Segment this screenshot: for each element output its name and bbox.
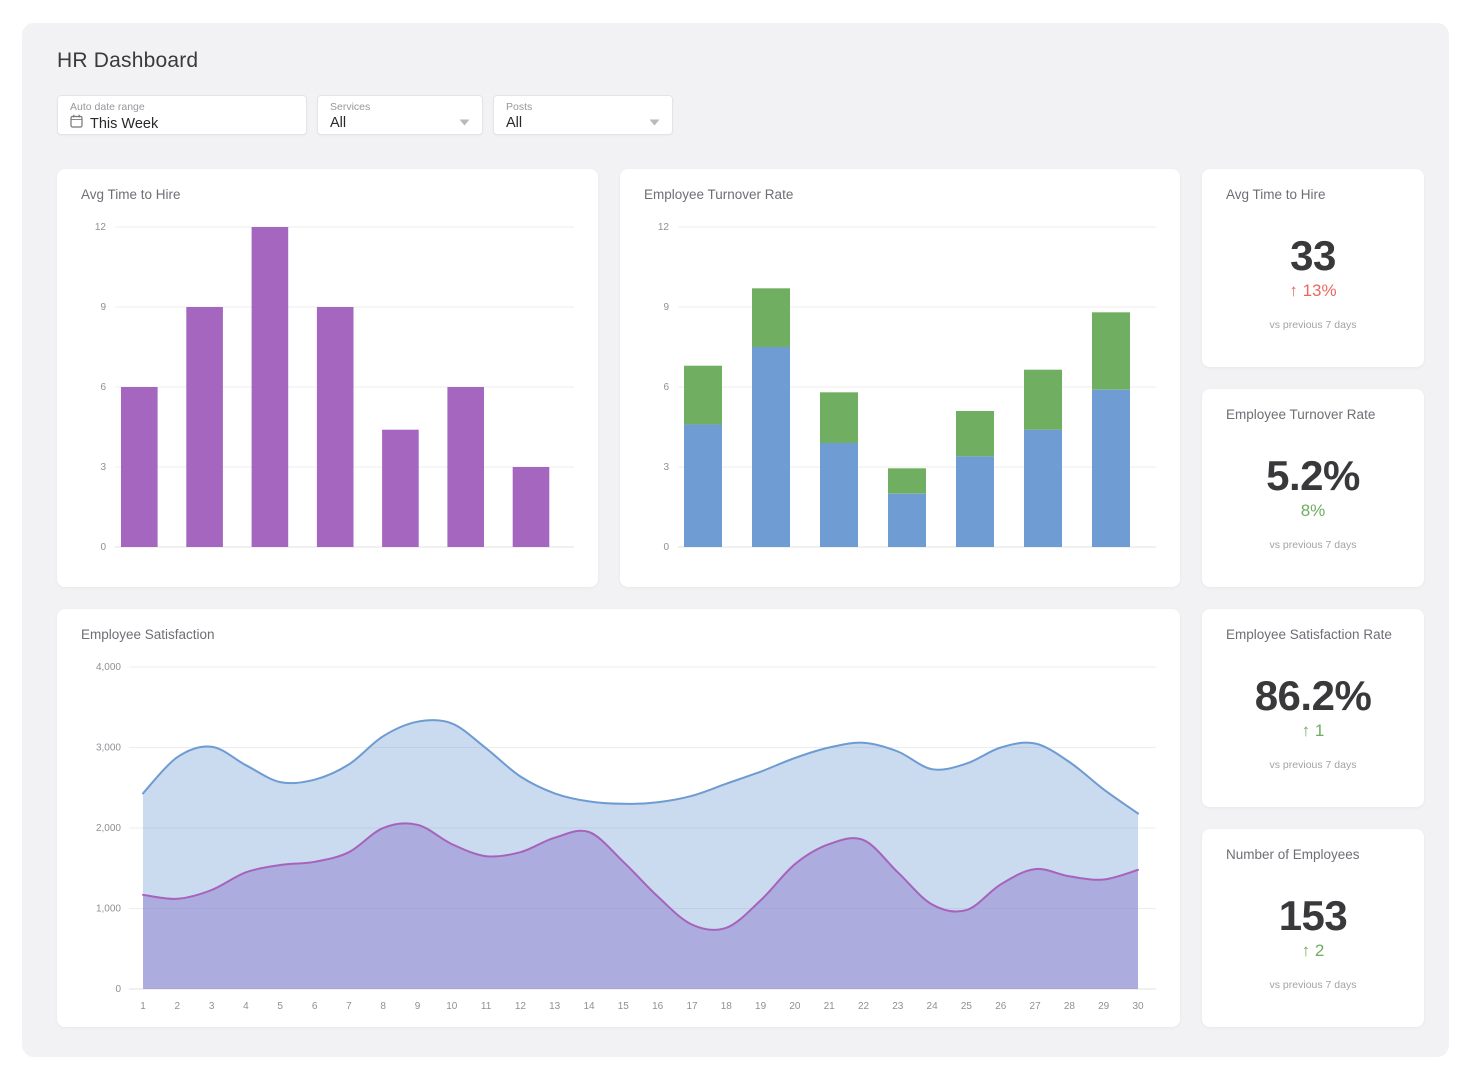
svg-text:21: 21: [824, 1001, 836, 1012]
svg-text:25: 25: [961, 1001, 973, 1012]
kpi-delta-text: 13%: [1302, 281, 1337, 300]
svg-text:1: 1: [140, 1001, 146, 1012]
svg-text:20: 20: [789, 1001, 801, 1012]
svg-text:9: 9: [415, 1001, 421, 1012]
date-range-label: Auto date range: [70, 101, 145, 113]
chevron-down-icon: [649, 113, 660, 131]
kpi-delta-text: 1: [1314, 721, 1325, 740]
dashboard-grid: Avg Time to Hire 0 3 6 9 12 Employee Turnove…: [57, 169, 1424, 1027]
avg-time-to-hire-bar-chart: 0 3 6 9 12: [95, 222, 574, 553]
posts-label: Posts: [506, 101, 533, 113]
svg-text:1,000: 1,000: [96, 904, 121, 915]
kpi-column: Avg Time to Hire 33 ↑ 13% vs previous 7 …: [1202, 169, 1424, 1027]
svg-text:22: 22: [858, 1001, 870, 1012]
up-arrow-icon: ↑: [1301, 941, 1311, 960]
kpi-card-number-of-employees: Number of Employees 153 ↑ 2 vs previous …: [1202, 829, 1424, 1027]
svg-text:12: 12: [658, 222, 670, 233]
svg-text:11: 11: [481, 1001, 492, 1012]
dashboard-container: HR Dashboard Auto date range This Week S…: [22, 23, 1449, 1057]
svg-text:19: 19: [755, 1001, 767, 1012]
svg-text:2,000: 2,000: [96, 823, 121, 834]
svg-text:6: 6: [663, 382, 669, 393]
kpi-note: vs previous 7 days: [1269, 539, 1357, 551]
services-filter[interactable]: Services All: [317, 95, 483, 135]
kpi-title: Employee Satisfaction Rate: [1226, 627, 1392, 642]
kpi-value: 86.2%: [1254, 672, 1372, 719]
chart-title: Employee Turnover Rate: [644, 187, 794, 202]
kpi-card-employee-satisfaction-rate: Employee Satisfaction Rate 86.2% ↑ 1 vs …: [1202, 609, 1424, 807]
svg-text:29: 29: [1098, 1001, 1110, 1012]
svg-text:26: 26: [995, 1001, 1007, 1012]
kpi-card-avg-time-to-hire: Avg Time to Hire 33 ↑ 13% vs previous 7 …: [1202, 169, 1424, 367]
svg-text:0: 0: [663, 542, 669, 553]
kpi-card-employee-turnover-rate: Employee Turnover Rate 5.2% 8% vs previo…: [1202, 389, 1424, 587]
svg-text:3,000: 3,000: [96, 743, 121, 754]
kpi-title: Avg Time to Hire: [1226, 187, 1326, 202]
svg-text:0: 0: [100, 542, 106, 553]
svg-text:12: 12: [95, 222, 107, 233]
date-range-filter[interactable]: Auto date range This Week: [57, 95, 307, 135]
svg-text:6: 6: [100, 382, 106, 393]
kpi-title: Employee Turnover Rate: [1226, 407, 1376, 422]
svg-text:30: 30: [1132, 1001, 1144, 1012]
svg-text:4: 4: [243, 1001, 249, 1012]
svg-text:0: 0: [115, 984, 121, 995]
svg-text:3: 3: [663, 462, 669, 473]
employee-satisfaction-chart-card: Employee Satisfaction 0 1,000 2,000 3,000 4,…: [57, 609, 1180, 1027]
svg-text:12: 12: [515, 1001, 527, 1012]
kpi-delta-text: 8%: [1300, 501, 1326, 520]
kpi-value: 33: [1290, 232, 1336, 279]
svg-text:15: 15: [618, 1001, 630, 1012]
employee-turnover-chart-card: Employee Turnover Rate 0 3 6 9 12: [620, 169, 1180, 587]
calendar-icon: [70, 114, 83, 134]
page-title: HR Dashboard: [57, 49, 199, 72]
kpi-delta: ↑ 2: [1302, 940, 1325, 961]
svg-text:3: 3: [209, 1001, 215, 1012]
avg-time-to-hire-chart-card: Avg Time to Hire 0 3 6 9 12: [57, 169, 598, 587]
svg-text:23: 23: [892, 1001, 904, 1012]
svg-text:27: 27: [1030, 1001, 1042, 1012]
services-label: Services: [330, 101, 371, 113]
kpi-note: vs previous 7 days: [1269, 319, 1357, 331]
chart-title: Avg Time to Hire: [81, 187, 181, 202]
svg-text:9: 9: [663, 302, 669, 313]
svg-text:9: 9: [100, 302, 106, 313]
chevron-down-icon: [459, 113, 470, 131]
svg-text:14: 14: [583, 1001, 595, 1012]
kpi-value: 5.2%: [1266, 452, 1360, 499]
svg-text:8: 8: [380, 1001, 386, 1012]
kpi-value: 153: [1278, 892, 1348, 939]
svg-text:10: 10: [446, 1001, 458, 1012]
services-value: All: [330, 115, 347, 131]
posts-filter[interactable]: Posts All: [493, 95, 673, 135]
svg-text:2: 2: [175, 1001, 181, 1012]
kpi-delta: ↑ 1: [1302, 720, 1325, 741]
kpi-title: Number of Employees: [1226, 847, 1360, 862]
kpi-delta: ↑ 13%: [1289, 280, 1336, 301]
svg-text:6: 6: [312, 1001, 318, 1012]
kpi-note: vs previous 7 days: [1269, 979, 1357, 991]
kpi-delta-text: 2: [1314, 941, 1325, 960]
svg-text:16: 16: [652, 1001, 664, 1012]
employee-turnover-stacked-bar-chart: 0 3 6 9 12: [658, 222, 1156, 553]
svg-text:17: 17: [686, 1001, 698, 1012]
svg-text:24: 24: [927, 1001, 939, 1012]
svg-text:3: 3: [100, 462, 106, 473]
svg-text:5: 5: [277, 1001, 283, 1012]
posts-value: All: [506, 115, 523, 131]
svg-text:7: 7: [346, 1001, 352, 1012]
svg-text:28: 28: [1064, 1001, 1076, 1012]
svg-text:18: 18: [721, 1001, 733, 1012]
date-range-value: This Week: [90, 115, 159, 132]
up-arrow-icon: ↑: [1301, 721, 1311, 740]
up-arrow-icon: ↑: [1289, 281, 1298, 300]
svg-text:4,000: 4,000: [96, 662, 121, 673]
kpi-delta: 8%: [1301, 500, 1326, 521]
svg-text:13: 13: [549, 1001, 561, 1012]
chart-title: Employee Satisfaction: [81, 627, 215, 642]
kpi-note: vs previous 7 days: [1269, 759, 1357, 771]
filters-bar: Auto date range This Week Services All: [57, 95, 1424, 135]
